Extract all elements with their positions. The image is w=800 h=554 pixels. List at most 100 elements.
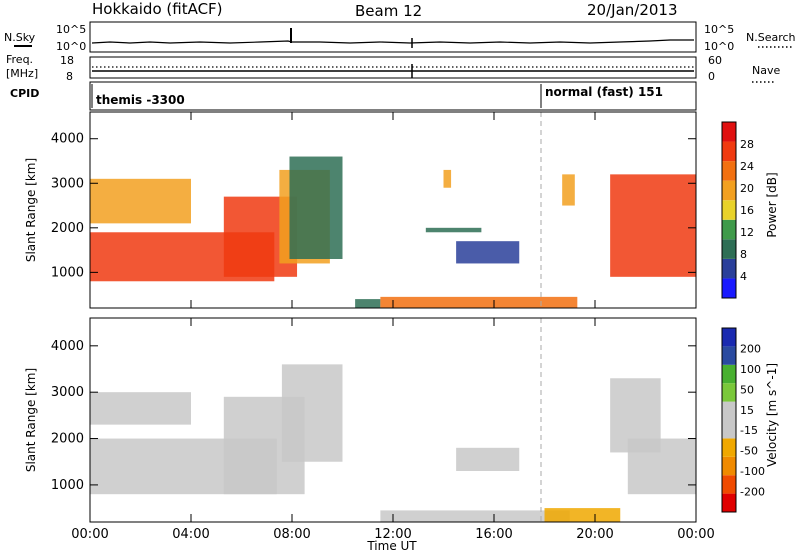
colorbar-swatch xyxy=(722,420,736,439)
power-y-ticks: 1000 2000 3000 4000 xyxy=(51,132,696,280)
power-colorbar-label: Power [dB] xyxy=(765,172,779,237)
colorbar-tick-label: 15 xyxy=(740,404,754,417)
colorbar-swatch xyxy=(722,438,736,457)
colorbar-tick-label: -15 xyxy=(740,424,758,437)
colorbar-swatch xyxy=(722,219,736,240)
colorbar-swatch xyxy=(722,239,736,259)
beam-title: Beam 12 xyxy=(355,2,422,20)
y-tick-label: 2000 xyxy=(51,221,84,236)
colorbar-tick-label: 12 xyxy=(740,226,754,239)
colorbar-frame xyxy=(721,327,737,513)
colorbar-swatch xyxy=(722,364,736,384)
colorbar-tick-label: -50 xyxy=(740,445,758,458)
cpid-mode-2: normal (fast) 151 xyxy=(545,85,663,99)
noise-sky-label: N.Sky xyxy=(4,31,36,44)
colorbar-swatch xyxy=(722,493,736,512)
y-tick-label: 4000 xyxy=(51,339,84,354)
scatter-region-3 xyxy=(289,156,343,259)
velocity-panel: 1000 2000 3000 4000 Slant Range [km] xyxy=(24,317,697,523)
colorbar-swatch xyxy=(722,200,736,220)
time-axis: 00:00 04:00 08:00 12:00 16:00 20:00 00:00 xyxy=(71,112,715,542)
colorbar-tick-label: 4 xyxy=(740,270,747,283)
scatter-region-5 xyxy=(355,299,381,308)
y-tick-label: 1000 xyxy=(51,478,84,493)
x-tick-label: 00:00 xyxy=(71,527,108,542)
nave-label: Nave xyxy=(752,64,780,77)
y-tick-label: 2000 xyxy=(51,432,84,447)
power-colorbar: 4 8 12 16 20 24 28 xyxy=(721,121,754,299)
freq-label: Freq. xyxy=(6,53,33,66)
colorbar-tick-label: 28 xyxy=(740,138,754,151)
colorbar-tick-label: -200 xyxy=(740,486,765,499)
scatter-region-3 xyxy=(90,392,191,425)
noise-right-bottom-tick: 10^0 xyxy=(704,40,734,53)
noise-bottom-tick: 10^0 xyxy=(56,40,86,53)
scatter-region-4 xyxy=(380,510,570,522)
power-panel: 1000 2000 3000 4000 Slant Range [km] xyxy=(24,111,697,309)
velocity-colorbar: -200 -100 -50 -15 15 50 100 200 xyxy=(721,327,765,513)
freq-top-tick: 18 xyxy=(60,54,74,67)
scatter-region-7 xyxy=(425,227,482,233)
colorbar-tick-label: 20 xyxy=(740,182,754,195)
colorbar-swatch xyxy=(722,122,736,142)
x-tick-label: 12:00 xyxy=(374,527,411,542)
colorbar-tick-label: 16 xyxy=(740,204,754,217)
x-tick-label: 20:00 xyxy=(576,527,613,542)
x-tick-label: 00:00 xyxy=(677,527,714,542)
colorbar-swatch xyxy=(722,141,736,162)
scatter-region-10 xyxy=(562,174,575,206)
cpid-panel: CPID themis -3300 normal (fast) 151 xyxy=(10,81,697,111)
velocity-data-layer xyxy=(90,364,696,522)
colorbar-tick-label: -100 xyxy=(740,465,765,478)
scatter-region-5 xyxy=(544,508,621,522)
cpid-mode-1: themis -3300 xyxy=(96,93,185,107)
power-y-label: Slant Range [km] xyxy=(24,158,38,262)
freq-unit-label: [MHz] xyxy=(6,67,38,80)
noise-search-label: N.Search xyxy=(746,31,796,44)
scatter-region-2 xyxy=(281,364,343,462)
velocity-colorbar-label: Velocity [m s^-1] xyxy=(765,363,779,467)
noise-right-top-tick: 10^5 xyxy=(704,23,734,36)
scatter-region-6 xyxy=(380,296,578,308)
scatter-region-8 xyxy=(627,438,696,495)
colorbar-swatch xyxy=(722,278,736,298)
colorbar-swatch xyxy=(722,258,736,279)
colorbar-tick-label: 50 xyxy=(740,383,754,396)
y-tick-label: 3000 xyxy=(51,385,84,400)
velocity-y-label: Slant Range [km] xyxy=(24,368,38,472)
noise-panel: 10^5 10^0 N.Sky 10^5 10^0 N.Search xyxy=(4,21,796,53)
y-tick-label: 4000 xyxy=(51,132,84,147)
colorbar-swatch xyxy=(722,475,736,494)
y-tick-label: 1000 xyxy=(51,265,84,280)
colorbar-swatch xyxy=(722,401,736,420)
x-tick-label: 16:00 xyxy=(475,527,512,542)
date-title: 20/Jan/2013 xyxy=(587,1,678,19)
colorbar-swatch xyxy=(722,456,736,476)
colorbar-swatch xyxy=(722,328,736,347)
station-title: Hokkaido (fitACF) xyxy=(92,0,223,18)
scatter-region-4 xyxy=(90,178,191,224)
noise-sky-trace xyxy=(91,39,694,44)
colorbar-tick-label: 8 xyxy=(740,248,747,261)
colorbar-tick-label: 200 xyxy=(740,342,761,355)
time-axis-label: Time UT xyxy=(366,539,417,553)
frequency-panel: 18 8 Freq. [MHz] 60 0 Nave xyxy=(6,53,780,83)
power-data-layer xyxy=(90,156,696,308)
colorbar-tick-label: 24 xyxy=(740,160,754,173)
colorbar-swatch xyxy=(722,383,736,402)
colorbar-tick-label: 100 xyxy=(740,363,761,376)
freq-bottom-tick: 8 xyxy=(66,70,73,83)
noise-top-tick: 10^5 xyxy=(56,23,86,36)
velocity-y-ticks: 1000 2000 3000 4000 xyxy=(51,339,696,493)
scatter-region-8 xyxy=(456,241,520,264)
colorbar-swatch xyxy=(722,161,736,181)
nave-top-tick: 60 xyxy=(708,54,722,67)
colorbar-swatch xyxy=(722,346,736,365)
scatter-region-6 xyxy=(456,447,520,471)
cpid-label: CPID xyxy=(10,87,39,100)
colorbar-frame xyxy=(721,121,737,299)
scatter-region-9 xyxy=(443,169,452,188)
x-tick-label: 08:00 xyxy=(273,527,310,542)
x-tick-label: 04:00 xyxy=(172,527,209,542)
